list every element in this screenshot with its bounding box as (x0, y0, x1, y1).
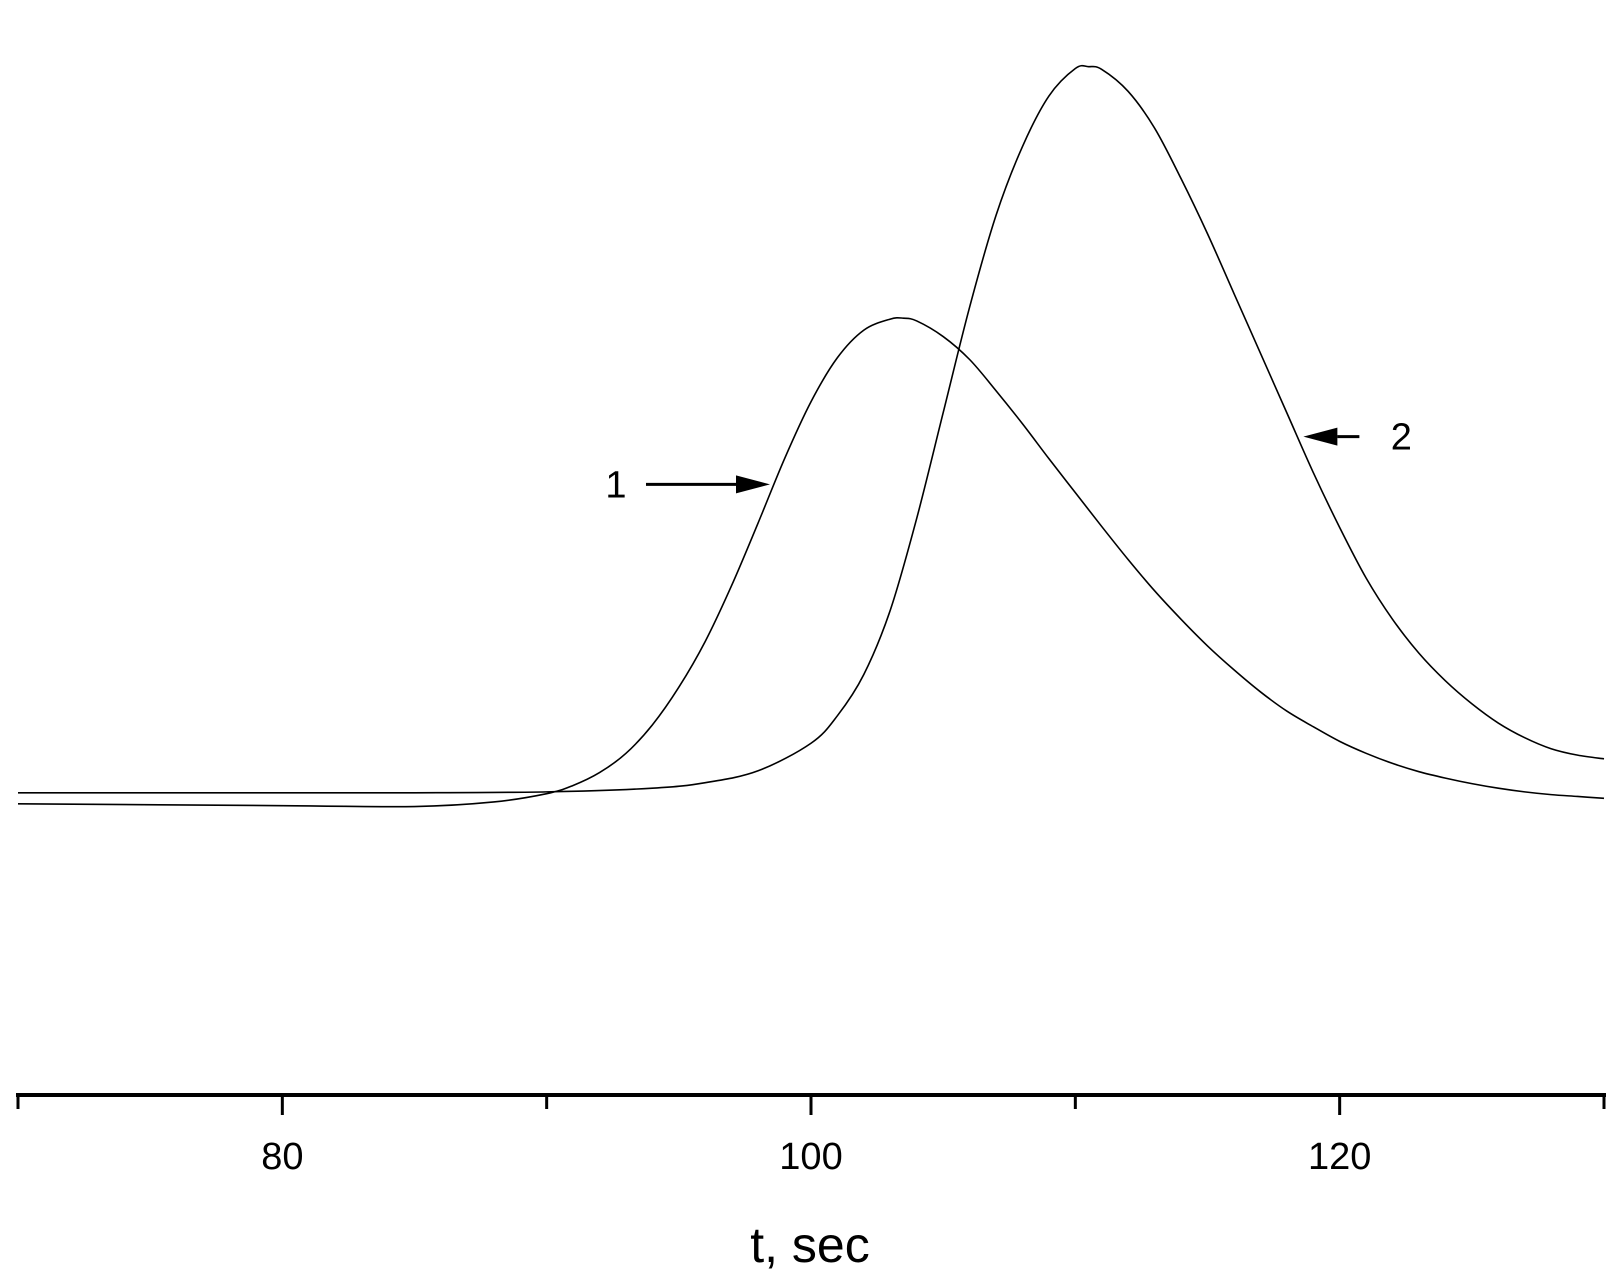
curve-1 (17, 316, 1605, 808)
annotation-arrow-head (735, 475, 770, 494)
x-axis-title: t, sec (750, 1217, 869, 1273)
x-tick-label: 80 (261, 1136, 303, 1178)
annotation-label: 2 (1391, 417, 1412, 459)
curve-annotations: 12 (605, 417, 1412, 507)
curve-2 (18, 64, 1605, 794)
x-tick-label: 100 (779, 1136, 842, 1178)
x-tick-label: 120 (1308, 1136, 1371, 1178)
x-axis: 80 100 120 t, sec (16, 1093, 1606, 1273)
x-tick-labels: 80 100 120 (261, 1136, 1371, 1178)
annotation-1: 1 (605, 464, 770, 506)
annotation-arrow-head (1303, 427, 1338, 446)
x-ticks (16, 1095, 1606, 1115)
annotation-label: 1 (605, 464, 626, 506)
data-curves (17, 64, 1605, 808)
annotation-2: 2 (1303, 417, 1412, 459)
